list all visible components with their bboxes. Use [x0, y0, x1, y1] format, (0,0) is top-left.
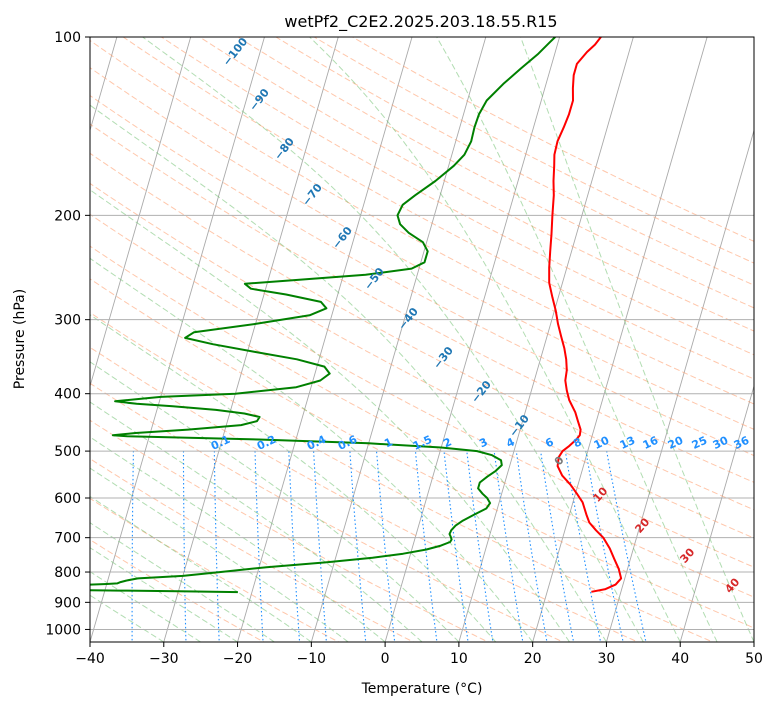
- x-tick-label: 10: [450, 651, 468, 667]
- x-tick-label: 30: [598, 651, 616, 667]
- y-tick-label: 400: [54, 387, 81, 403]
- x-axis-label: Temperature (°C): [361, 681, 483, 697]
- moist-adiabat: [90, 522, 275, 642]
- moist-adiabat: [90, 436, 386, 642]
- y-tick-label: 100: [54, 30, 81, 46]
- isotherm: [679, 384, 754, 642]
- moist-adiabat: [90, 495, 312, 642]
- mixing-ratio-line: [540, 451, 575, 642]
- y-axis-ticks: 100 200 300 400 500 600 700 800 900 1000: [45, 30, 90, 638]
- mixing-ratio-line: [182, 451, 187, 642]
- dry-adiabat: [90, 213, 754, 568]
- x-tick-label: −30: [149, 651, 179, 667]
- mixing-ratio-line: [585, 451, 624, 642]
- mixing-ratio-label: 13: [618, 434, 637, 452]
- moist-adiabat: [436, 37, 718, 642]
- mixing-ratio-line: [254, 451, 264, 642]
- x-tick-label: 40: [671, 651, 689, 667]
- x-tick-label: 0: [381, 651, 390, 667]
- isotherm: [163, 37, 339, 642]
- profile-line: [90, 37, 556, 594]
- profile-lines: [90, 37, 623, 594]
- mixing-ratio-line: [564, 451, 602, 642]
- isotherm: [384, 37, 561, 642]
- mixing-ratio-label: 20: [666, 434, 686, 452]
- dry-adiabat: [160, 37, 754, 356]
- moist-adiabat: [90, 257, 534, 642]
- mixing-ratio-label: 10: [592, 434, 612, 452]
- mixing-ratio-label: 36: [732, 434, 752, 452]
- dry-adiabat: [90, 39, 754, 405]
- dry-adiabat: [275, 37, 754, 286]
- x-tick-label: 20: [524, 651, 542, 667]
- profile-line: [548, 37, 623, 593]
- moist-adiabat: [520, 37, 754, 642]
- x-tick-label: −20: [223, 651, 253, 667]
- dry-adiabat: [90, 182, 754, 539]
- y-tick-label: 800: [54, 565, 81, 581]
- mixing-ratio-line: [131, 451, 134, 642]
- pressure-gridlines: [90, 37, 754, 630]
- dry-adiabat: [90, 94, 754, 457]
- moist-adiabat: [90, 104, 607, 642]
- y-tick-label: 200: [54, 208, 81, 224]
- mixing-ratio-label: 16: [641, 434, 661, 452]
- mixing-ratio-label: 25: [690, 434, 709, 452]
- y-tick-label: 900: [54, 595, 81, 611]
- moist-adiabat: [90, 314, 497, 642]
- y-tick-label: 700: [54, 531, 81, 547]
- y-tick-label: 300: [54, 313, 81, 329]
- y-tick-label: 1000: [45, 622, 81, 638]
- dry-adiabat: [198, 37, 754, 332]
- mixing-ratio-line: [606, 451, 647, 642]
- dry-adiabat: [90, 382, 565, 642]
- x-axis-ticks: −40 −30 −20 −10 0 10 20 30 40 50: [75, 642, 763, 667]
- isotherm: [458, 37, 634, 642]
- y-tick-label: 500: [54, 444, 81, 460]
- dry-adiabat: [122, 37, 754, 380]
- y-tick-label: 600: [54, 491, 81, 507]
- isotherm: [90, 37, 192, 388]
- y-axis-label: Pressure (hPa): [12, 289, 28, 389]
- mixing-ratio-label: 30: [711, 434, 731, 452]
- moist-adiabat: [90, 401, 423, 642]
- x-tick-label: −40: [75, 651, 105, 667]
- dry-adiabat: [90, 152, 754, 511]
- isotherm: [606, 128, 754, 642]
- plot-frame: [89, 36, 755, 643]
- moist-adiabat: [309, 37, 681, 642]
- moist-adiabat: [142, 37, 644, 642]
- chart-title: wetPf2_C2E2.2025.203.18.55.R15: [284, 12, 557, 32]
- x-tick-label: −10: [297, 651, 327, 667]
- moist-adiabat: [90, 189, 570, 642]
- x-tick-label: 50: [745, 651, 763, 667]
- isotherm: [237, 37, 413, 642]
- mixing-ratio-line: [213, 451, 220, 642]
- mixing-ratio-line: [515, 451, 548, 642]
- isotherm: [532, 37, 708, 642]
- mixing-ratio-line: [493, 451, 524, 642]
- plot-area: −100−90−80−70−60−50−40−30−20−10010203040…: [90, 37, 754, 642]
